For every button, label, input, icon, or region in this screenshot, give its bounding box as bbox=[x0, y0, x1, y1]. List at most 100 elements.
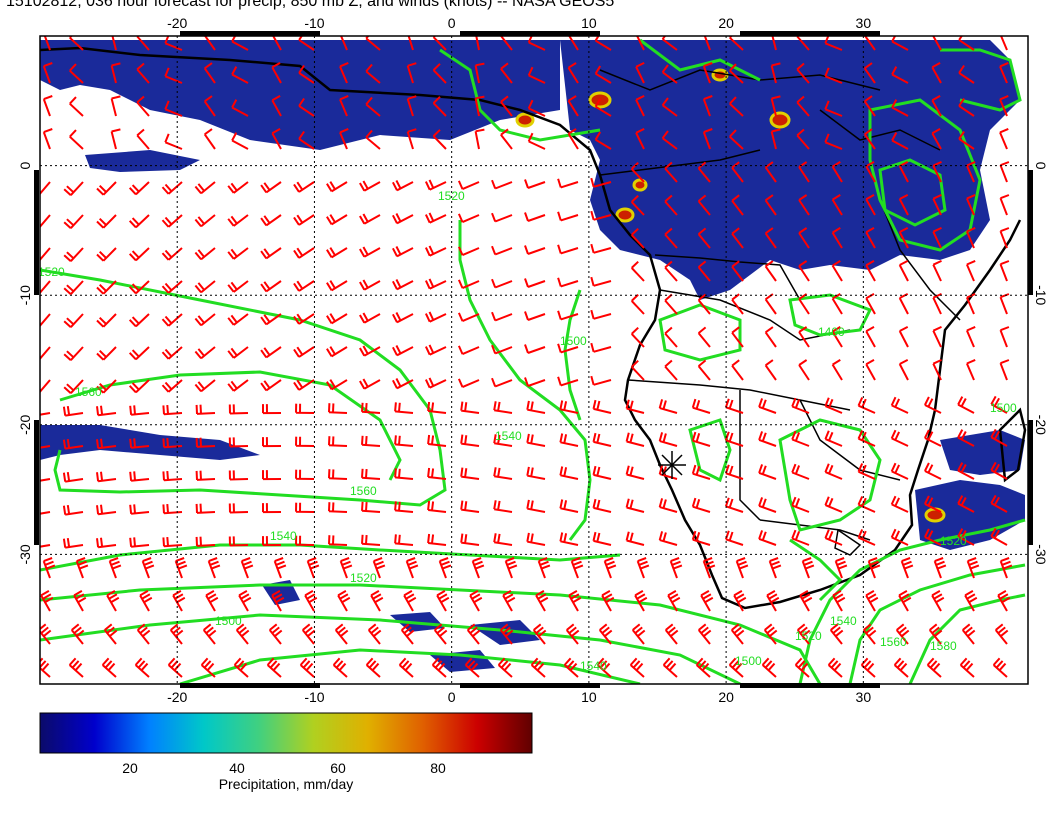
wind-barb bbox=[227, 379, 249, 392]
contour-1560-east bbox=[848, 563, 1026, 684]
wind-barb bbox=[40, 511, 51, 515]
wind-barb bbox=[167, 657, 183, 678]
wind-barb bbox=[601, 590, 615, 612]
wind-barb bbox=[798, 194, 810, 216]
wind-barb bbox=[831, 326, 843, 348]
wind-barb bbox=[205, 590, 219, 612]
wind-barb bbox=[831, 260, 843, 282]
wind-barb bbox=[999, 194, 1010, 216]
wind-barb bbox=[857, 529, 876, 546]
wind-barb bbox=[394, 501, 414, 513]
wind-barb bbox=[301, 623, 316, 645]
wind-barb bbox=[557, 376, 579, 387]
wind-barb bbox=[965, 193, 976, 216]
wind-barb bbox=[658, 432, 678, 447]
wind-barb bbox=[432, 129, 447, 150]
wind-barb bbox=[570, 557, 584, 579]
axis-scale-bar bbox=[1028, 170, 1033, 295]
wind-barb bbox=[658, 498, 678, 513]
wind-barb bbox=[527, 99, 546, 117]
wind-barb bbox=[339, 61, 349, 84]
wind-barb bbox=[770, 62, 781, 84]
wind-barb bbox=[195, 536, 216, 547]
wind-barb bbox=[63, 379, 84, 394]
wind-barb bbox=[664, 293, 678, 315]
wind-barb bbox=[129, 438, 150, 449]
wind-barb bbox=[231, 132, 249, 150]
wind-barb bbox=[798, 326, 810, 348]
wind-barb bbox=[537, 557, 551, 579]
wind-barb bbox=[999, 227, 1010, 249]
wind-barb bbox=[271, 128, 282, 150]
contour-1540-north bbox=[40, 268, 447, 507]
wind-barb bbox=[96, 181, 117, 196]
wind-barb bbox=[194, 313, 216, 327]
wind-barb bbox=[568, 36, 579, 51]
wind-barb bbox=[326, 280, 348, 292]
wind-barb bbox=[392, 213, 414, 225]
wind-barb bbox=[293, 346, 315, 358]
wind-barb bbox=[295, 403, 315, 414]
wind-barb bbox=[724, 497, 744, 513]
wind-barb bbox=[460, 434, 480, 447]
wind-barb bbox=[735, 557, 749, 579]
wind-barb bbox=[729, 96, 744, 117]
wind-barb bbox=[559, 532, 579, 546]
wind-barb bbox=[424, 278, 447, 290]
wind-barb bbox=[557, 310, 579, 321]
wind-barb bbox=[200, 657, 216, 678]
wind-barb bbox=[493, 401, 513, 414]
wind-barb bbox=[532, 623, 547, 645]
wind-barb bbox=[799, 590, 813, 612]
wind-barb bbox=[958, 130, 975, 150]
wind-barb bbox=[96, 346, 117, 361]
wind-barb bbox=[406, 62, 417, 84]
wind-barb bbox=[161, 313, 183, 327]
wind-barb bbox=[427, 500, 447, 513]
wind-barb bbox=[664, 161, 678, 183]
wind-barb bbox=[635, 61, 645, 84]
location-marker bbox=[658, 451, 686, 479]
precip-area-central-africa bbox=[560, 40, 1020, 300]
wind-barb bbox=[361, 501, 381, 513]
wind-barb bbox=[590, 375, 612, 386]
wind-barb bbox=[334, 623, 349, 645]
wind-barb bbox=[957, 495, 975, 513]
wind-barb bbox=[295, 436, 315, 447]
wind-barb bbox=[796, 36, 810, 51]
wind-barb bbox=[96, 471, 117, 483]
contour-north-1 bbox=[439, 48, 601, 142]
wind-barb bbox=[857, 463, 876, 480]
wind-barb bbox=[271, 590, 285, 612]
wind-barb bbox=[697, 293, 711, 315]
wind-barb bbox=[129, 537, 150, 548]
wind-barb bbox=[69, 63, 84, 84]
wind-barb bbox=[491, 278, 513, 289]
wind-barb bbox=[524, 245, 546, 255]
wind-barb bbox=[1000, 36, 1008, 51]
wind-barb bbox=[702, 95, 713, 117]
wind-barb bbox=[40, 412, 51, 416]
lon-ticks-top: -20 -10 0 10 20 30 bbox=[167, 15, 871, 31]
wind-barb bbox=[106, 590, 120, 612]
wind-barb bbox=[791, 463, 810, 480]
wind-barb bbox=[661, 64, 678, 84]
wind-barb bbox=[359, 378, 381, 390]
wind-barb bbox=[557, 211, 579, 222]
wind-barb bbox=[958, 64, 975, 84]
axis-tick-label: 20 bbox=[718, 15, 734, 31]
wind-barb bbox=[957, 396, 975, 414]
wind-barb bbox=[141, 557, 155, 579]
wind-barb bbox=[164, 133, 183, 150]
wind-barb bbox=[926, 657, 942, 678]
wind-barb bbox=[129, 405, 150, 416]
contour-1520-vertical bbox=[458, 220, 592, 541]
wind-barb bbox=[661, 97, 678, 117]
wind-barb bbox=[796, 623, 811, 645]
wind-barb bbox=[240, 557, 254, 579]
colorbar bbox=[39, 712, 533, 754]
wind-barb bbox=[702, 557, 716, 579]
wind-barb bbox=[535, 590, 549, 612]
wind-barb bbox=[863, 62, 876, 84]
wind-barb bbox=[365, 657, 381, 678]
